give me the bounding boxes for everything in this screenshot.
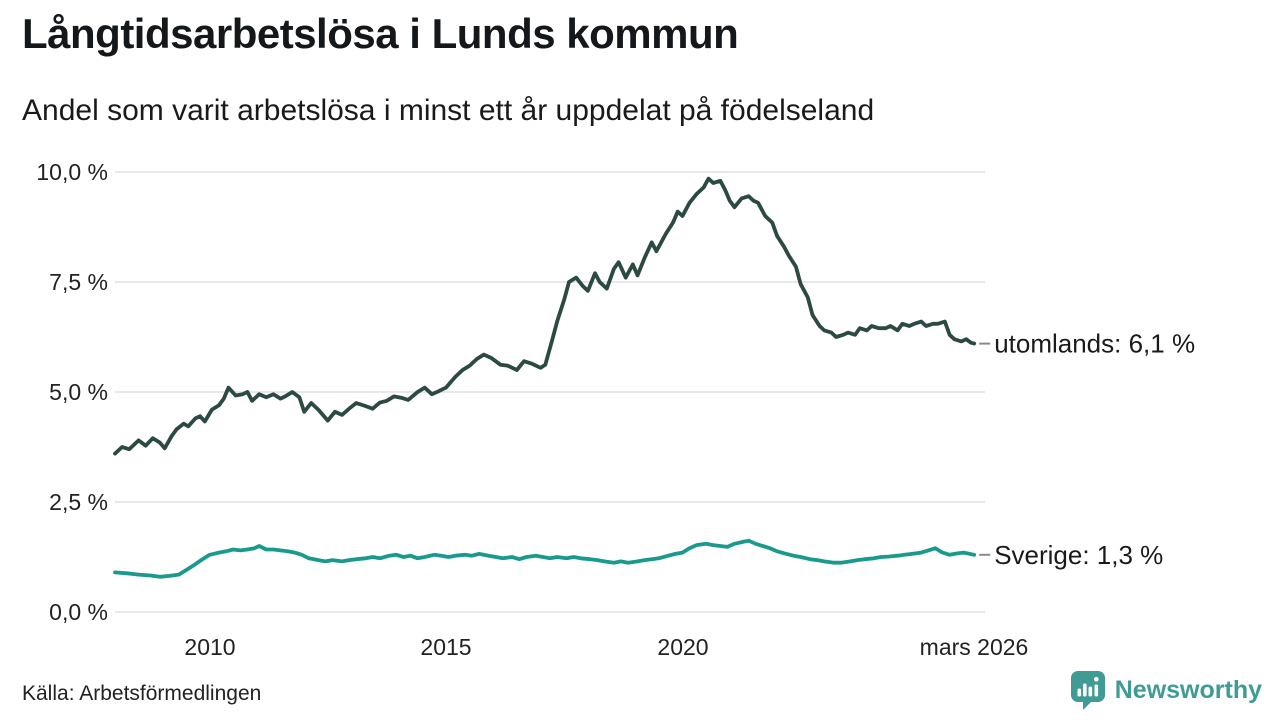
x-axis: 2010 2015 2020 mars 2026 [184,634,1028,660]
speech-bubble-shape [1070,671,1105,710]
source-note: Källa: Arbetsförmedlingen [22,682,262,705]
sverige-end-label: Sverige: 1,3 % [994,540,1163,570]
utomlands-end-label: utomlands: 6,1 % [994,329,1195,359]
x-tick-label: 2015 [420,634,471,660]
bar-chart-glyph [1077,676,1099,697]
series-sverige-line [113,538,977,579]
newsworthy-wordmark: Newsworthy [1114,675,1262,704]
y-tick-label: 5,0 % [49,379,108,405]
y-axis: 10,0 % 7,5 % 5,0 % 2,5 % 0,0 % [36,159,108,625]
series-utomlands-line [113,176,977,456]
series-end-annotations: utomlands: 6,1 % Sverige: 1,3 % [979,329,1195,570]
gridlines [115,171,985,613]
chart-subtitle: Andel som varit arbetslösa i minst ett å… [22,94,875,127]
x-tick-label: mars 2026 [920,634,1029,660]
y-tick-label: 0,0 % [49,599,108,625]
x-tick-label: 2010 [184,634,235,660]
newsworthy-icon [1070,671,1105,710]
y-tick-label: 10,0 % [36,159,108,185]
y-tick-label: 7,5 % [49,269,108,295]
chart-title: Långtidsarbetslösa i Lunds kommun [22,10,739,57]
y-tick-label: 2,5 % [49,489,108,515]
newsworthy-logo: Newsworthy [1070,670,1262,710]
x-tick-label: 2020 [657,634,708,660]
